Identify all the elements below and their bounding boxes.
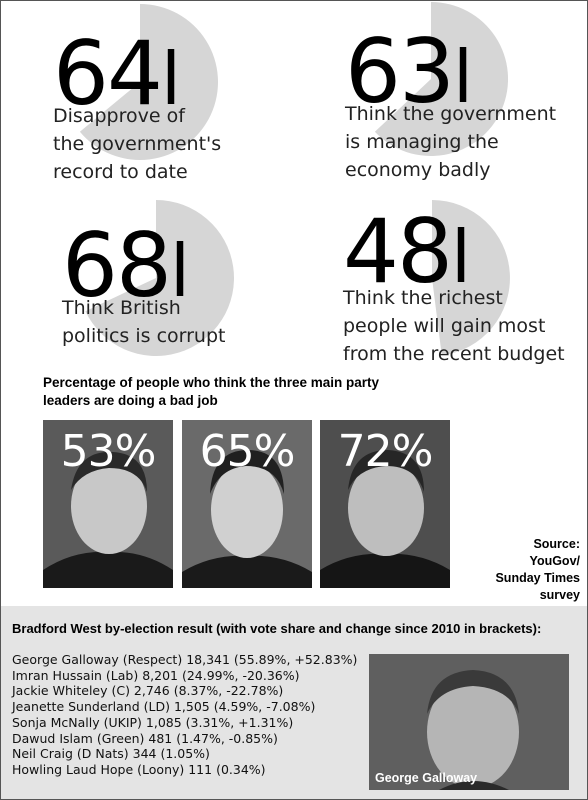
leader-pct-3: 72% — [337, 426, 434, 477]
leader-portrait-2 — [182, 420, 312, 588]
leader-photo-3: 72% — [320, 420, 450, 588]
pie-chart-corrupt — [85, 200, 234, 356]
stat-value-budget: 48l — [343, 200, 471, 303]
pie-chart-economy — [374, 1, 509, 157]
leader-portrait-3 — [320, 420, 450, 588]
result-row: Sonja McNally (UKIP) 1,085 (3.31%, +1.31… — [12, 714, 294, 730]
pie-chart-disapprove — [79, 4, 218, 160]
stat-text-corrupt: Think British politics is corrupt — [62, 297, 226, 347]
result-row: Imran Hussain (Lab) 8,201 (24.99%, -20.3… — [12, 667, 300, 683]
leader-portrait-1 — [43, 420, 173, 588]
result-row: George Galloway (Respect) 18,341 (55.89%… — [12, 652, 358, 667]
result-row: Neil Craig (D Nats) 344 (1.05%) — [12, 746, 210, 762]
leader-pct-2: 65% — [199, 426, 296, 477]
leader-pct-1: 53% — [60, 426, 157, 477]
byelection-title: Bradford West by-election result (with v… — [12, 621, 542, 636]
pie-slice-economy — [374, 1, 509, 157]
galloway-photo: George Galloway — [369, 654, 569, 790]
galloway-portrait — [369, 654, 569, 790]
result-row: Jackie Whiteley (C) 2,746 (8.37%, -22.78… — [12, 683, 284, 699]
pie-slice-disapprove — [79, 4, 218, 160]
stat-text-economy: Think the government is managing the eco… — [345, 103, 557, 181]
leaders-title: Percentage of people who think the three… — [43, 375, 380, 408]
leader-photo-2: 65% — [182, 420, 312, 588]
byelection-panel: Bradford West by-election result (with v… — [1, 606, 587, 799]
stat-text-budget: Think the richest people will gain most … — [343, 287, 565, 365]
stat-value-disapprove: 64l — [53, 22, 181, 125]
galloway-caption: George Galloway — [375, 771, 478, 785]
stat-value-economy: 63l — [345, 20, 473, 123]
stat-value-corrupt: 68l — [62, 214, 190, 317]
stat-text-disapprove: Disapprove of the government's record to… — [53, 105, 222, 183]
source-credit: Source: YouGov/ Sunday Times survey — [495, 537, 580, 602]
result-row: Howling Laud Hope (Loony) 111 (0.34%) — [12, 761, 266, 777]
result-row: Dawud Islam (Green) 481 (1.47%, -0.85%) — [12, 730, 278, 746]
pie-slice-corrupt — [85, 200, 234, 356]
pie-chart-budget — [432, 200, 510, 356]
result-row: Jeanette Sunderland (LD) 1,505 (4.59%, -… — [12, 699, 316, 715]
leader-photo-1: 53% — [43, 420, 173, 588]
pie-slice-budget — [432, 200, 510, 356]
byelection-results-list: George Galloway (Respect) 18,341 (55.89%… — [12, 652, 357, 778]
